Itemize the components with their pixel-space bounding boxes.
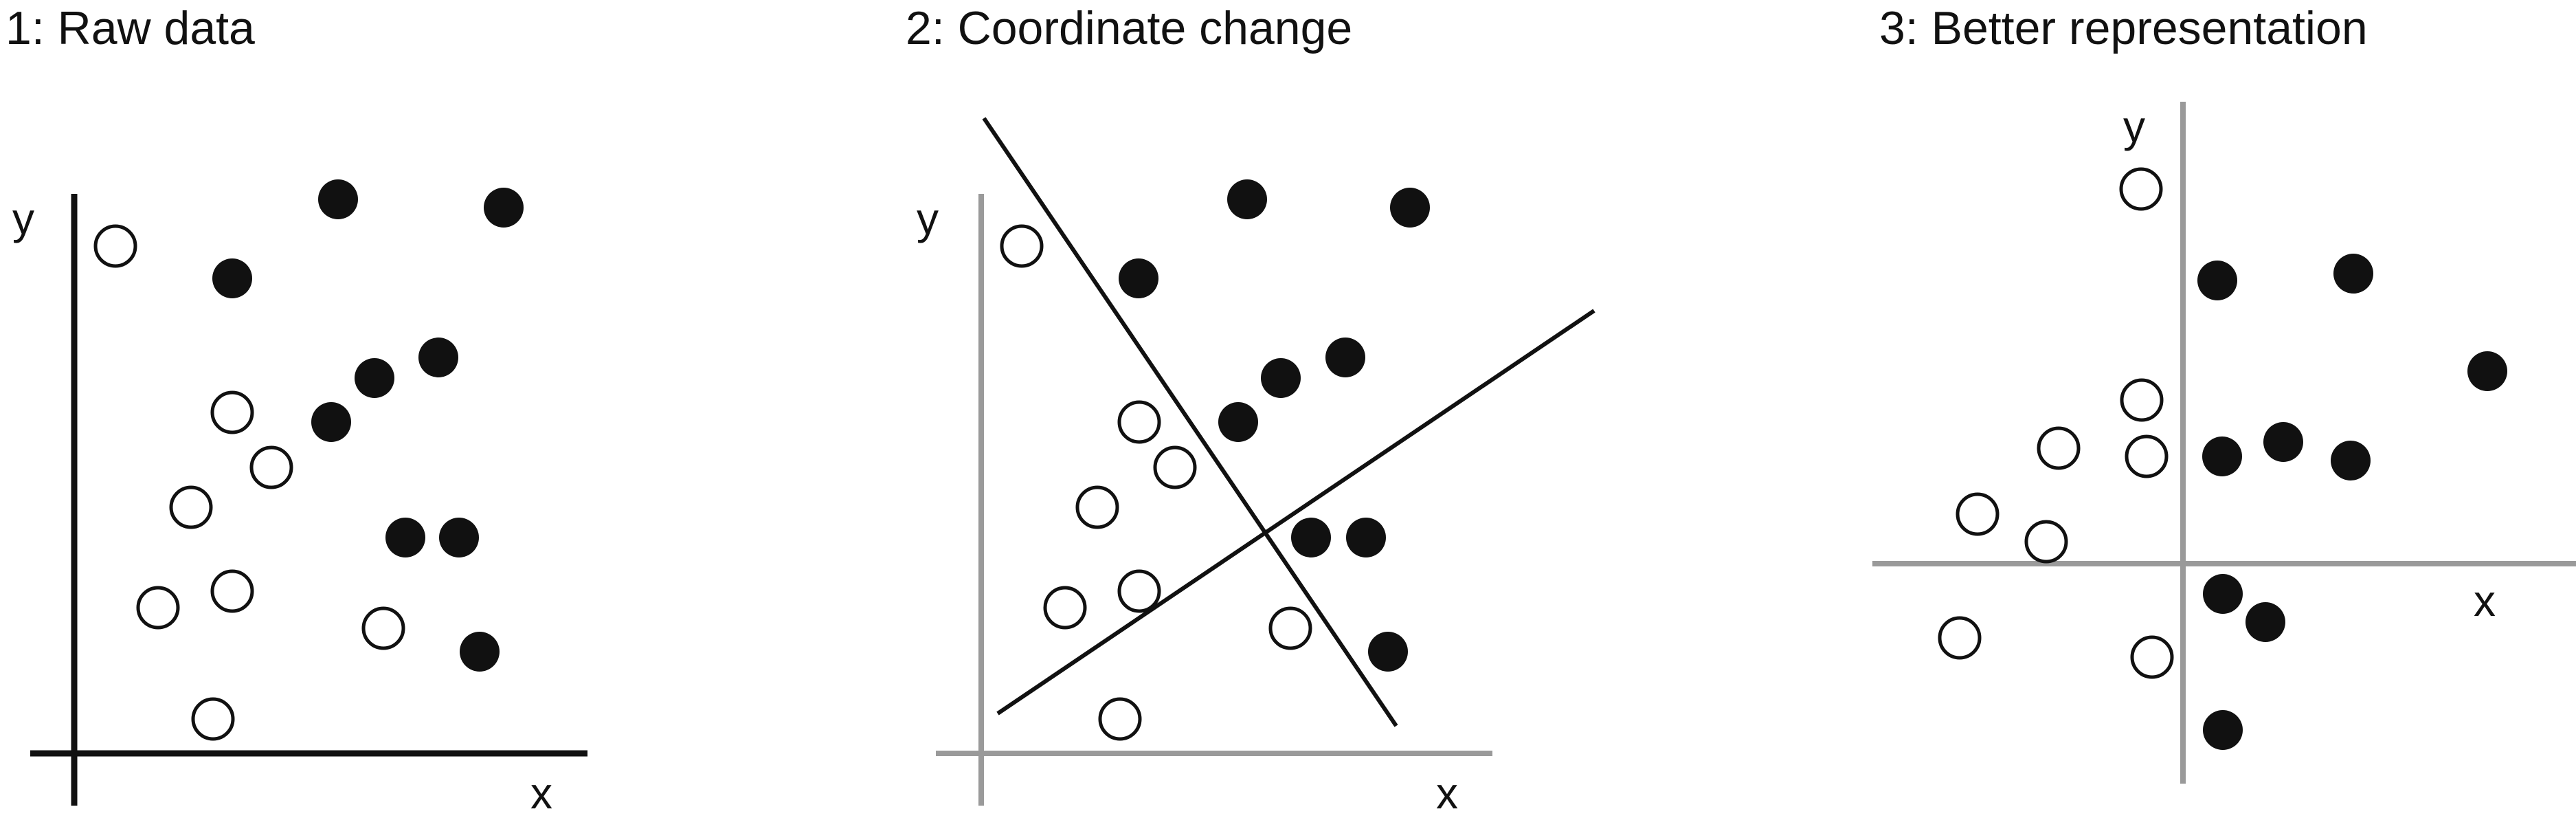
open-point-3 bbox=[249, 445, 293, 489]
open-point-2 bbox=[2120, 378, 2164, 422]
open-point-3 bbox=[2037, 426, 2081, 470]
open-point-7 bbox=[1938, 616, 1982, 660]
panel-2-y-label: y bbox=[917, 194, 939, 243]
panel-1-points bbox=[93, 179, 524, 741]
open-point-2 bbox=[1117, 400, 1161, 444]
panel-2-new-axis-2 bbox=[996, 309, 1595, 716]
open-point-7 bbox=[1268, 606, 1312, 650]
open-point-4 bbox=[169, 485, 213, 529]
open-point-4 bbox=[2125, 434, 2169, 478]
open-point-1 bbox=[93, 224, 137, 268]
open-point-5 bbox=[1956, 492, 2000, 536]
filled-point-14 bbox=[1218, 402, 1258, 442]
open-point-8 bbox=[191, 697, 235, 741]
filled-point-11 bbox=[1119, 258, 1158, 298]
filled-point-13 bbox=[1261, 358, 1301, 398]
filled-point-14 bbox=[311, 402, 351, 442]
filled-point-15 bbox=[2203, 574, 2243, 614]
filled-point-10 bbox=[1390, 188, 1430, 228]
open-point-5 bbox=[1117, 569, 1161, 613]
open-point-6 bbox=[1043, 586, 1087, 630]
open-point-2 bbox=[210, 390, 254, 434]
filled-point-9 bbox=[2197, 261, 2237, 300]
filled-point-9 bbox=[318, 179, 358, 219]
filled-point-13 bbox=[2263, 422, 2303, 462]
filled-point-12 bbox=[1325, 338, 1365, 377]
filled-point-10 bbox=[2333, 254, 2373, 294]
filled-point-13 bbox=[355, 358, 394, 398]
filled-point-15 bbox=[385, 518, 425, 557]
filled-point-12 bbox=[418, 338, 458, 377]
open-point-4 bbox=[1075, 485, 1119, 529]
filled-point-17 bbox=[1368, 632, 1408, 672]
panel-coordinate-change: 2: Coordinate change y x bbox=[906, 2, 1595, 818]
filled-point-17 bbox=[2203, 710, 2243, 750]
open-point-8 bbox=[2130, 635, 2174, 679]
panel-3-y-label: y bbox=[2123, 102, 2145, 151]
filled-point-11 bbox=[212, 258, 252, 298]
panel-raw-data: 1: Raw data y x bbox=[5, 2, 587, 818]
filled-point-15 bbox=[1291, 518, 1331, 557]
filled-point-12 bbox=[2202, 436, 2242, 476]
panel-2-points bbox=[1000, 179, 1430, 741]
open-point-7 bbox=[361, 606, 405, 650]
panel-2-x-label: x bbox=[1436, 769, 1458, 818]
open-point-6 bbox=[136, 586, 180, 630]
open-point-3 bbox=[1153, 445, 1197, 489]
panel-2-new-axis-1 bbox=[982, 117, 1398, 727]
panel-1-x-label: x bbox=[530, 769, 552, 818]
panel-2-title: 2: Coordinate change bbox=[906, 2, 1352, 54]
filled-point-9 bbox=[1227, 179, 1267, 219]
filled-point-14 bbox=[2331, 441, 2371, 480]
filled-point-16 bbox=[2245, 602, 2285, 642]
filled-point-17 bbox=[460, 632, 500, 672]
panel-better-representation: 3: Better representation y x bbox=[1872, 2, 2576, 784]
open-point-1 bbox=[1000, 224, 1044, 268]
open-point-8 bbox=[1098, 697, 1142, 741]
panel-3-x-label: x bbox=[2474, 576, 2496, 626]
filled-point-16 bbox=[1346, 518, 1386, 557]
open-point-1 bbox=[2119, 167, 2163, 211]
panel-3-title: 3: Better representation bbox=[1879, 2, 2368, 54]
filled-point-11 bbox=[2467, 351, 2507, 391]
open-point-6 bbox=[2024, 520, 2068, 564]
open-point-5 bbox=[210, 569, 254, 613]
panel-1-y-label: y bbox=[12, 194, 34, 243]
filled-point-16 bbox=[439, 518, 479, 557]
panel-1-title: 1: Raw data bbox=[5, 2, 255, 54]
panel-3-points bbox=[1938, 167, 2507, 750]
filled-point-10 bbox=[484, 188, 524, 228]
